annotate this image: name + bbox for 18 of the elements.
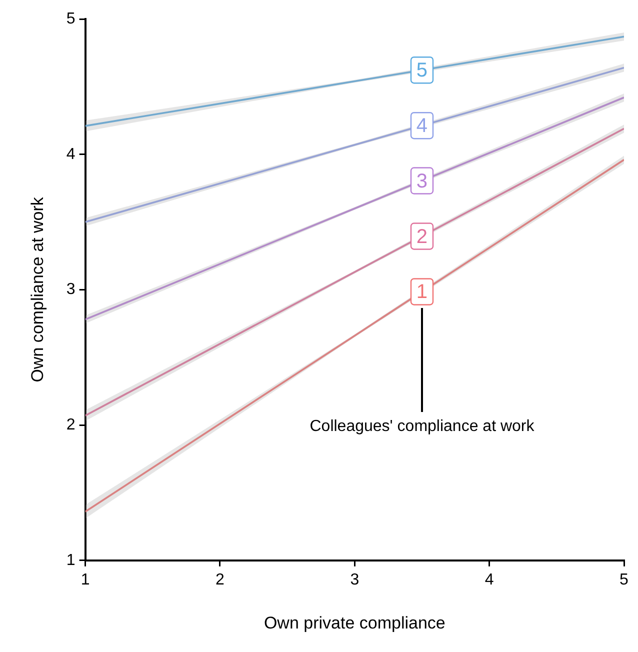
y-tick-label: 4 xyxy=(66,146,76,163)
series-label: 5 xyxy=(416,60,428,82)
x-tick-label: 5 xyxy=(620,571,629,588)
x-tick-label: 1 xyxy=(80,571,90,588)
annotation: Colleagues' compliance at work xyxy=(310,418,536,435)
x-tick-label: 2 xyxy=(216,571,225,588)
x-tick-label: 4 xyxy=(484,571,494,588)
y-tick-label: 2 xyxy=(66,416,76,434)
y-tick-label: 5 xyxy=(66,10,76,28)
y-tick-label: 1 xyxy=(66,552,76,569)
y-axis-title: Own compliance at work xyxy=(28,196,47,382)
x-tick-label: 3 xyxy=(350,571,360,588)
series-label: 1 xyxy=(416,281,428,304)
x-axis-title: Own private compliance xyxy=(264,613,446,632)
series-label: 4 xyxy=(416,115,428,138)
series-label: 3 xyxy=(416,170,428,192)
series-label: 2 xyxy=(416,226,428,248)
y-tick-label: 3 xyxy=(66,281,76,298)
